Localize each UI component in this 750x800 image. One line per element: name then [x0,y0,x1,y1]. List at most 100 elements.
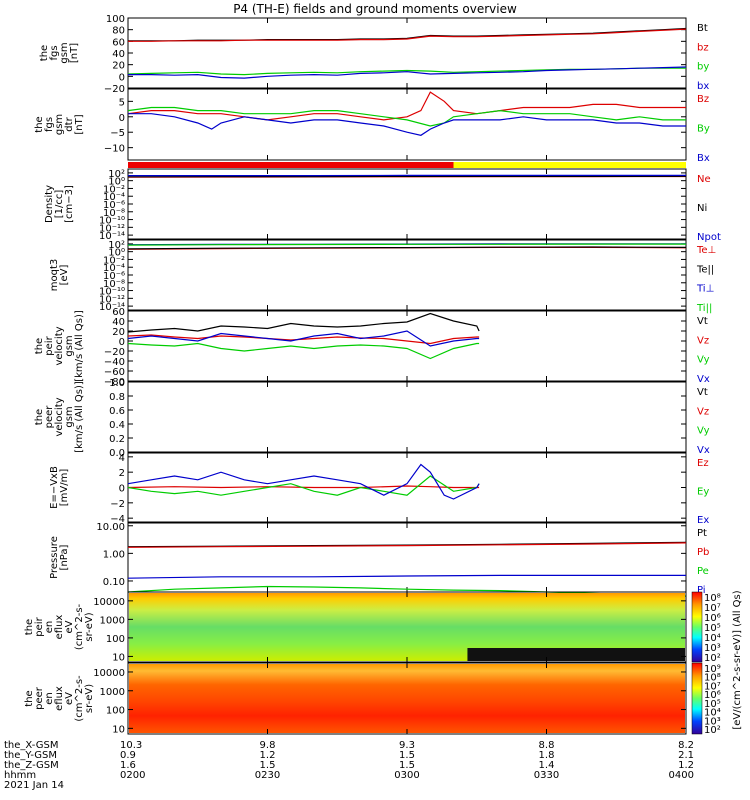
y-axis-label: [1/cc] [54,190,65,219]
legend-entry: Pi [697,585,706,596]
footer-value: 0.9 [120,750,136,761]
y-axis-label: velocity [54,397,65,436]
y-tick-label: −20 [104,347,125,358]
legend-entry: Vy [697,426,710,437]
y-tick-label: −5 [110,128,125,139]
y-tick-label: 20 [112,61,125,72]
y-tick-label: 100 [106,706,125,717]
footer-value: 1.2 [678,760,694,771]
y-tick-label: 10⁰ [108,248,125,259]
series-line-Pb [127,542,687,548]
y-tick-label: 0.6 [109,406,125,417]
legend-entry: Vt [697,387,708,398]
panel-frame [127,381,687,453]
y-axis-label: dtr [64,116,75,131]
heatmap-low-energy-dropout [467,648,685,661]
y-tick-label: 60 [112,37,125,48]
legend-entry: Bt [697,23,708,34]
series-line-Bz [127,91,686,121]
mode-bar-segment-1 [128,162,454,168]
footer-value: 0330 [534,770,559,781]
y-axis-label: peir [34,616,45,636]
series-line-Ti|| [127,243,686,246]
y-tick-label: 10⁻⁴ [103,263,125,274]
footer-row-label: the_Z-GSM [4,760,59,771]
y-tick-label: 80 [112,26,125,37]
series-line-Te|| [127,246,687,250]
footer-value: 2.1 [678,750,694,761]
footer-value: 1.2 [260,750,276,761]
y-axis-label: [nT] [74,114,85,134]
y-axis-label: (cm^2-s- [74,675,85,722]
y-tick-label: 60 [112,307,125,318]
y-axis-label: gsm [64,406,75,427]
colorbar [691,591,703,663]
y-tick-label: 10⁻¹⁰ [99,287,125,298]
panel-9: 10.00 1.00 0.10 Pressure [nPa] Pt Pb Pe Pi [49,522,709,597]
y-tick-label: −10 [104,144,125,155]
y-axis-label: [km/s (All Qs)] [74,381,85,453]
y-tick-label: 10⁻¹⁴ [99,302,125,313]
colorbar-tick-label: 10⁸ [704,593,721,604]
footer-row-label: the_Y-GSM [4,750,57,761]
legend-entry: bz [697,42,709,53]
y-tick-label: 10 [112,724,125,735]
y-tick-label: 10⁻⁴ [103,192,125,203]
y-tick-label: 0.0 [109,448,125,459]
y-tick-label: 100 [106,634,125,645]
footer-date: 2021 Jan 14 [4,780,64,791]
legend-entry: Npot [697,232,721,243]
y-axis-label: en [44,692,55,705]
y-tick-label: 10.00 [96,522,125,533]
legend-entry: Vy [697,355,710,366]
panel-2: 5 0 −5 −10 the fgs gsm dtr [nT] Bz By Bx [34,88,710,164]
colorbar-tick-label: 10⁸ [704,673,721,684]
y-tick-label: 20 [112,327,125,338]
y-tick-label: 40 [112,317,125,328]
series-line-Pi [127,574,686,579]
footer-value: 9.8 [260,740,276,751]
colorbar [691,662,703,735]
y-tick-label: 1000 [100,615,125,626]
y-tick-label: −2 [110,499,125,510]
legend-entry: by [697,62,709,73]
legend-entry: Pe [697,566,709,577]
y-tick-label: 0.2 [109,434,125,445]
y-tick-label: −20 [104,84,125,95]
legend-entry: Ne [697,174,711,185]
y-tick-label: 1000 [100,687,125,698]
y-axis-label: the [24,619,35,635]
y-axis-label: fgs [44,117,55,132]
legend-entry: Te|| [696,264,714,275]
y-axis-label: the [39,45,50,61]
footer-value: 1.4 [539,760,555,771]
panel-7: 1.0 0.8 0.6 0.4 0.2 0.0 the peer velocity gsm [km/… [34,378,710,459]
y-axis-label: peer [34,686,45,710]
series-line-Vt [127,312,480,333]
y-tick-label: 0.10 [103,577,125,588]
colorbar-tick-label: 10⁶ [704,690,721,701]
series-line-bx [128,66,687,79]
footer-value: 1.5 [399,760,415,771]
y-tick-label: 4 [119,453,125,464]
y-tick-label: 10² [108,240,125,251]
legend-entry: Pt [697,528,707,539]
legend-entry: Te⊥ [696,245,716,256]
heatmap-area [129,664,685,733]
y-axis-label: gsm [64,335,75,356]
legend-entry: Ey [697,487,709,498]
y-axis-label: sr-eV) [84,612,95,641]
y-tick-label: 2 [119,468,125,479]
legend-entry: Ni [697,203,707,214]
colorbar-tick-label: 10⁹ [704,664,721,675]
y-tick-label: 10000 [93,668,125,679]
legend-entry: Bz [697,94,709,105]
colorbar-tick-label: 10⁶ [704,613,721,624]
y-tick-label: 0.4 [109,420,125,431]
y-axis-label: E=−VxB [49,466,60,509]
